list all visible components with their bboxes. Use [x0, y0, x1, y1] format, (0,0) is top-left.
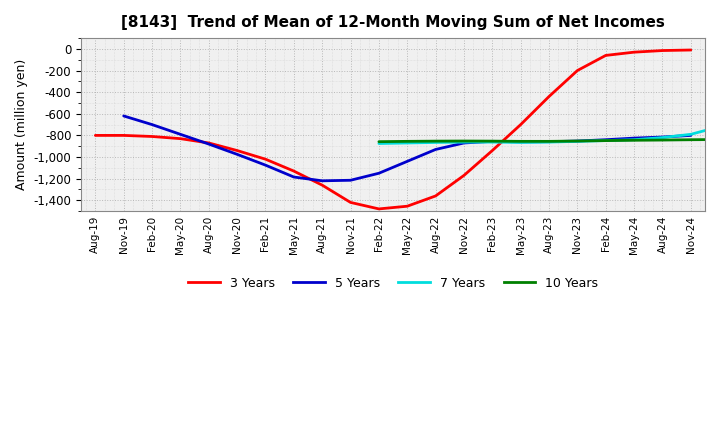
3 Years — [204, 140, 213, 146]
3 Years — [658, 48, 667, 53]
7 Years — [686, 132, 695, 137]
7 Years — [374, 141, 383, 146]
Line: 10 Years: 10 Years — [379, 139, 719, 142]
7 Years — [403, 140, 412, 146]
10 Years — [686, 137, 695, 143]
3 Years — [516, 122, 525, 127]
3 Years — [374, 206, 383, 212]
5 Years — [233, 152, 241, 157]
3 Years — [120, 133, 128, 138]
5 Years — [545, 139, 554, 144]
7 Years — [573, 139, 582, 144]
5 Years — [120, 114, 128, 119]
7 Years — [459, 139, 468, 145]
5 Years — [176, 132, 185, 137]
5 Years — [630, 136, 639, 141]
7 Years — [545, 139, 554, 145]
7 Years — [488, 139, 497, 145]
10 Years — [715, 137, 720, 142]
Line: 3 Years: 3 Years — [95, 50, 690, 209]
10 Years — [630, 138, 639, 143]
10 Years — [431, 139, 440, 144]
7 Years — [431, 140, 440, 145]
3 Years — [148, 134, 156, 139]
Line: 7 Years: 7 Years — [379, 127, 719, 143]
3 Years — [289, 169, 298, 174]
10 Years — [516, 139, 525, 144]
5 Years — [488, 139, 497, 144]
3 Years — [573, 68, 582, 73]
5 Years — [573, 139, 582, 144]
3 Years — [176, 136, 185, 141]
3 Years — [403, 204, 412, 209]
3 Years — [601, 53, 610, 58]
10 Years — [459, 139, 468, 144]
7 Years — [516, 140, 525, 145]
Y-axis label: Amount (million yen): Amount (million yen) — [15, 59, 28, 190]
3 Years — [233, 148, 241, 153]
3 Years — [630, 50, 639, 55]
5 Years — [346, 178, 355, 183]
5 Years — [289, 174, 298, 180]
3 Years — [431, 193, 440, 198]
10 Years — [545, 139, 554, 144]
5 Years — [374, 171, 383, 176]
5 Years — [658, 134, 667, 139]
3 Years — [686, 48, 695, 53]
10 Years — [403, 139, 412, 144]
10 Years — [658, 137, 667, 143]
5 Years — [459, 140, 468, 146]
3 Years — [545, 94, 554, 99]
5 Years — [431, 147, 440, 152]
5 Years — [148, 122, 156, 127]
7 Years — [630, 137, 639, 143]
5 Years — [601, 137, 610, 143]
3 Years — [91, 133, 99, 138]
3 Years — [459, 173, 468, 178]
7 Years — [715, 124, 720, 129]
5 Years — [204, 141, 213, 147]
7 Years — [601, 138, 610, 143]
Title: [8143]  Trend of Mean of 12-Month Moving Sum of Net Incomes: [8143] Trend of Mean of 12-Month Moving … — [121, 15, 665, 30]
3 Years — [318, 183, 326, 188]
Line: 5 Years: 5 Years — [124, 116, 690, 181]
Legend: 3 Years, 5 Years, 7 Years, 10 Years: 3 Years, 5 Years, 7 Years, 10 Years — [184, 272, 603, 295]
3 Years — [488, 148, 497, 153]
5 Years — [516, 139, 525, 144]
3 Years — [261, 157, 270, 162]
7 Years — [658, 135, 667, 140]
3 Years — [346, 200, 355, 205]
5 Years — [686, 133, 695, 138]
5 Years — [261, 162, 270, 168]
5 Years — [403, 159, 412, 164]
10 Years — [488, 139, 497, 144]
10 Years — [374, 139, 383, 144]
5 Years — [318, 178, 326, 183]
10 Years — [573, 139, 582, 144]
10 Years — [601, 138, 610, 143]
